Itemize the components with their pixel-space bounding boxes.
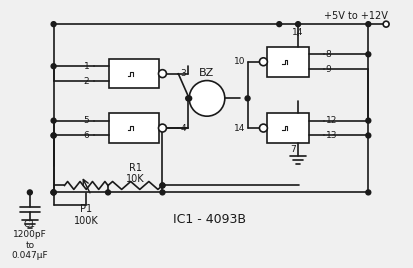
Circle shape bbox=[51, 118, 56, 123]
Circle shape bbox=[277, 22, 282, 27]
Text: 10: 10 bbox=[234, 57, 246, 66]
Text: 14: 14 bbox=[292, 28, 304, 36]
Circle shape bbox=[366, 190, 371, 195]
Circle shape bbox=[51, 133, 56, 138]
Text: 5: 5 bbox=[83, 116, 89, 125]
Text: IC1 - 4093B: IC1 - 4093B bbox=[173, 213, 247, 226]
Circle shape bbox=[159, 124, 166, 132]
Circle shape bbox=[366, 133, 371, 138]
Text: 9: 9 bbox=[326, 65, 332, 74]
Circle shape bbox=[259, 124, 267, 132]
Text: 14: 14 bbox=[234, 124, 246, 133]
Circle shape bbox=[189, 81, 225, 116]
Circle shape bbox=[51, 190, 56, 195]
FancyBboxPatch shape bbox=[109, 59, 159, 88]
Text: 7: 7 bbox=[290, 145, 296, 154]
Circle shape bbox=[366, 118, 371, 123]
Circle shape bbox=[186, 96, 191, 101]
Text: 13: 13 bbox=[326, 131, 337, 140]
Circle shape bbox=[160, 190, 165, 195]
Circle shape bbox=[159, 70, 166, 78]
Circle shape bbox=[245, 96, 250, 101]
Circle shape bbox=[366, 22, 371, 27]
Text: 3: 3 bbox=[180, 69, 186, 78]
Circle shape bbox=[51, 190, 56, 195]
FancyBboxPatch shape bbox=[109, 113, 159, 143]
Circle shape bbox=[187, 96, 192, 101]
FancyBboxPatch shape bbox=[267, 47, 309, 77]
Circle shape bbox=[160, 183, 165, 188]
Circle shape bbox=[383, 21, 389, 27]
Circle shape bbox=[259, 58, 267, 66]
Circle shape bbox=[296, 22, 301, 27]
Text: 12: 12 bbox=[326, 116, 337, 125]
Text: 4: 4 bbox=[180, 124, 186, 133]
Text: R1
10K: R1 10K bbox=[126, 163, 145, 184]
Circle shape bbox=[51, 22, 56, 27]
Circle shape bbox=[160, 183, 165, 188]
Text: 6: 6 bbox=[83, 131, 89, 140]
Circle shape bbox=[366, 52, 371, 57]
Text: +5V to +12V: +5V to +12V bbox=[324, 11, 388, 21]
Text: BZ: BZ bbox=[199, 68, 215, 78]
Circle shape bbox=[27, 190, 32, 195]
Circle shape bbox=[51, 64, 56, 69]
Text: P1
100K: P1 100K bbox=[74, 204, 99, 226]
FancyBboxPatch shape bbox=[267, 113, 309, 143]
Text: 2: 2 bbox=[83, 77, 89, 85]
Text: 1: 1 bbox=[83, 62, 89, 71]
Text: 8: 8 bbox=[326, 50, 332, 59]
Text: C1
1200pF
to
0.047μF: C1 1200pF to 0.047μF bbox=[12, 220, 48, 260]
Circle shape bbox=[51, 190, 56, 195]
Circle shape bbox=[51, 133, 56, 138]
Circle shape bbox=[106, 190, 111, 195]
